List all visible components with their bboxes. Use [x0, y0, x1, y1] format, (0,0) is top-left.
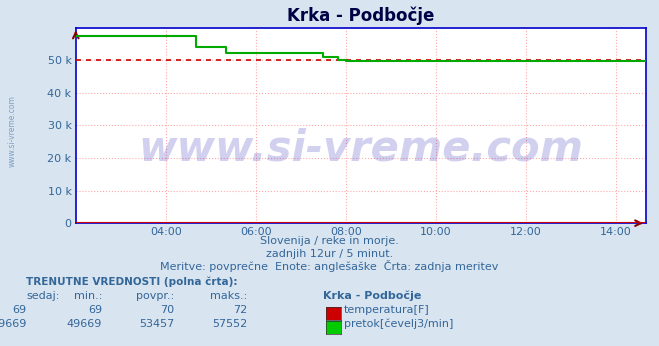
Text: pretok[čevelj3/min]: pretok[čevelj3/min] [344, 318, 453, 329]
Text: min.:: min.: [74, 291, 102, 301]
Text: 57552: 57552 [212, 319, 247, 329]
Text: 69: 69 [13, 305, 26, 315]
Text: povpr.:: povpr.: [136, 291, 175, 301]
Text: Slovenija / reke in morje.: Slovenija / reke in morje. [260, 236, 399, 246]
Text: Meritve: povprečne  Enote: anglešaške  Črta: zadnja meritev: Meritve: povprečne Enote: anglešaške Črt… [160, 260, 499, 272]
Text: TRENUTNE VREDNOSTI (polna črta):: TRENUTNE VREDNOSTI (polna črta): [26, 277, 238, 288]
Text: 49669: 49669 [67, 319, 102, 329]
Text: sedaj:: sedaj: [26, 291, 60, 301]
Title: Krka - Podbočje: Krka - Podbočje [287, 6, 434, 25]
Text: Krka - Podbočje: Krka - Podbočje [323, 291, 421, 301]
Text: maks.:: maks.: [210, 291, 247, 301]
Text: 72: 72 [233, 305, 247, 315]
Text: 69: 69 [88, 305, 102, 315]
Text: 70: 70 [161, 305, 175, 315]
Text: www.si-vreme.com: www.si-vreme.com [138, 128, 583, 170]
Text: 53457: 53457 [140, 319, 175, 329]
Text: temperatura[F]: temperatura[F] [344, 305, 430, 315]
Text: zadnjih 12ur / 5 minut.: zadnjih 12ur / 5 minut. [266, 249, 393, 259]
Text: 49669: 49669 [0, 319, 26, 329]
Text: www.si-vreme.com: www.si-vreme.com [7, 95, 16, 167]
